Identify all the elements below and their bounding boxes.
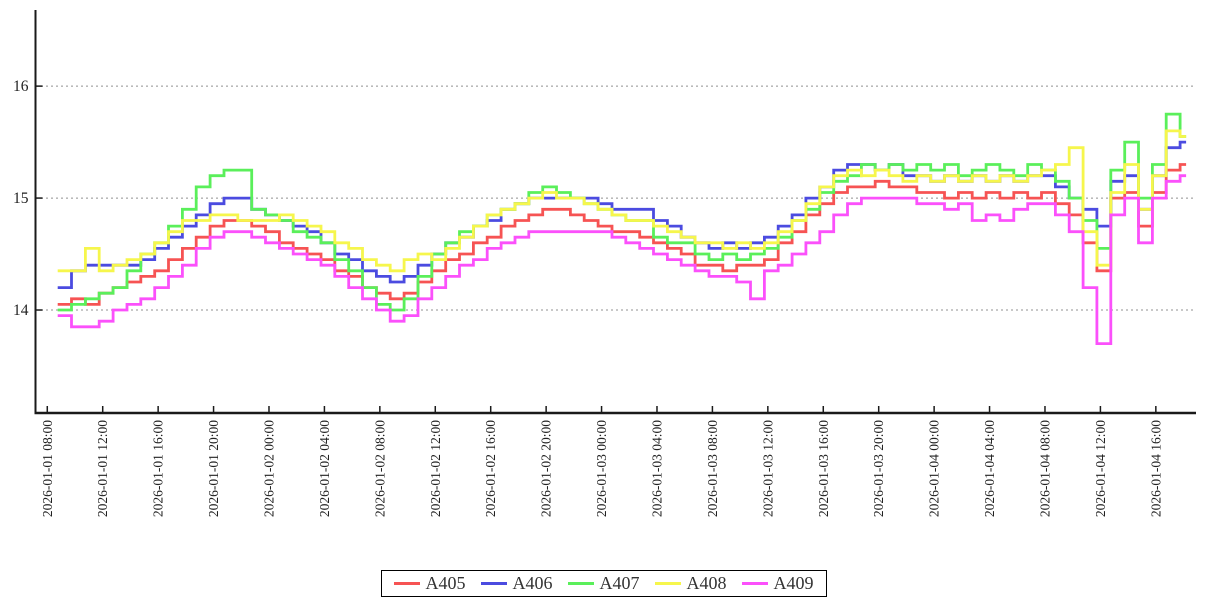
legend-swatch-a406 — [480, 581, 507, 585]
series-line-a409 — [57, 174, 1187, 345]
y-tick-label: 16 — [13, 78, 29, 95]
x-tick-label: 2026-01-01 16:00 — [151, 420, 166, 517]
legend-label-a407: A407 — [599, 573, 640, 593]
x-tick-label: 2026-01-03 20:00 — [871, 420, 886, 517]
legend-swatch-a407 — [567, 581, 594, 585]
legend-item-a408: A408 — [654, 573, 727, 593]
x-tick-label: 2026-01-02 16:00 — [483, 420, 498, 517]
legend-item-a409: A409 — [741, 573, 814, 593]
series-line-a405 — [57, 163, 1187, 306]
legend-item-a406: A406 — [480, 573, 553, 593]
legend-swatch-a405 — [393, 581, 420, 585]
series-line-a408 — [57, 129, 1187, 273]
x-tick-label: 2026-01-04 00:00 — [927, 420, 942, 517]
legend-label-a405: A405 — [425, 573, 466, 593]
legend-item-a405: A405 — [393, 573, 466, 593]
x-tick-label: 2026-01-03 04:00 — [649, 420, 664, 517]
x-tick-label: 2026-01-04 08:00 — [1037, 420, 1052, 517]
legend-item-a407: A407 — [567, 573, 640, 593]
legend-swatch-a409 — [741, 581, 768, 585]
x-tick-label: 2026-01-02 08:00 — [372, 420, 387, 517]
x-tick-label: 2026-01-02 00:00 — [261, 420, 276, 517]
x-tick-label: 2026-01-02 20:00 — [539, 420, 554, 517]
x-tick-label: 2026-01-01 12:00 — [95, 420, 110, 517]
x-tick-label: 2026-01-04 12:00 — [1093, 420, 1108, 517]
x-tick-label: 2026-01-03 12:00 — [760, 420, 775, 517]
chart-legend: A405 A406 A407 A408 A409 — [380, 570, 827, 597]
x-tick-label: 2026-01-03 16:00 — [816, 420, 831, 517]
legend-label-a406: A406 — [512, 573, 553, 593]
x-tick-label: 2026-01-03 00:00 — [594, 420, 609, 517]
x-tick-label: 2026-01-03 08:00 — [705, 420, 720, 517]
x-tick-label: 2026-01-01 20:00 — [206, 420, 221, 517]
legend-label-a409: A409 — [773, 573, 814, 593]
x-tick-label: 2026-01-02 12:00 — [428, 420, 443, 517]
legend-swatch-a408 — [654, 581, 681, 585]
x-tick-label: 2026-01-04 04:00 — [982, 420, 997, 517]
y-tick-label: 14 — [13, 302, 29, 319]
x-tick-label: 2026-01-02 04:00 — [317, 420, 332, 517]
legend-label-a408: A408 — [686, 573, 727, 593]
series-line-a407 — [57, 112, 1187, 312]
y-tick-label: 15 — [13, 190, 29, 207]
x-tick-label: 2026-01-01 08:00 — [40, 420, 55, 517]
x-tick-label: 2026-01-04 16:00 — [1148, 420, 1163, 517]
